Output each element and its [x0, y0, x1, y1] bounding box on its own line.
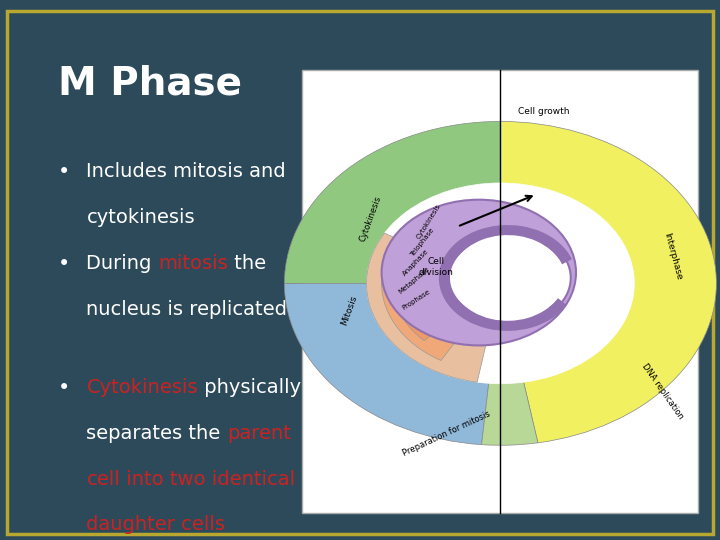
Text: Includes mitosis and: Includes mitosis and	[86, 162, 286, 181]
Wedge shape	[366, 183, 634, 384]
Text: Mitosis: Mitosis	[340, 294, 359, 327]
Text: Cytokinesis: Cytokinesis	[416, 203, 442, 240]
Wedge shape	[393, 284, 500, 341]
Text: cell: cell	[86, 470, 120, 489]
Text: •: •	[58, 254, 70, 274]
Text: Telophase: Telophase	[410, 227, 436, 258]
Text: into two identical: into two identical	[120, 470, 295, 489]
Text: DNA replication: DNA replication	[640, 362, 685, 421]
Text: •: •	[58, 162, 70, 182]
Wedge shape	[500, 122, 716, 443]
Wedge shape	[482, 284, 538, 446]
Text: •: •	[58, 378, 70, 398]
Wedge shape	[413, 284, 500, 323]
FancyBboxPatch shape	[302, 70, 698, 512]
Text: Cell
division: Cell division	[418, 258, 453, 277]
Text: nucleus is replicated: nucleus is replicated	[86, 300, 287, 319]
Text: cytokinesis: cytokinesis	[86, 208, 195, 227]
Wedge shape	[284, 284, 500, 444]
Text: separates the: separates the	[86, 424, 227, 443]
Text: Interphase: Interphase	[662, 232, 684, 281]
Text: During: During	[86, 254, 158, 273]
Text: Prophase: Prophase	[401, 288, 431, 310]
Text: Anaphase: Anaphase	[402, 248, 431, 277]
Text: Metaphase: Metaphase	[397, 266, 431, 295]
Wedge shape	[382, 275, 500, 361]
Text: mitosis: mitosis	[158, 254, 228, 273]
Text: physically: physically	[198, 378, 301, 397]
Text: M Phase: M Phase	[58, 65, 242, 103]
Text: Cytokinesis: Cytokinesis	[86, 378, 198, 397]
Text: Preparation for mitosis: Preparation for mitosis	[401, 410, 492, 458]
Circle shape	[444, 231, 571, 325]
Text: Cell growth: Cell growth	[518, 107, 570, 116]
Text: daughter cells: daughter cells	[86, 515, 225, 535]
Wedge shape	[404, 284, 500, 329]
Text: Cytokinesis: Cytokinesis	[359, 194, 383, 243]
Text: the: the	[228, 254, 266, 273]
Wedge shape	[366, 233, 500, 382]
Wedge shape	[284, 122, 500, 284]
Text: parent: parent	[227, 424, 291, 443]
Circle shape	[382, 200, 576, 346]
